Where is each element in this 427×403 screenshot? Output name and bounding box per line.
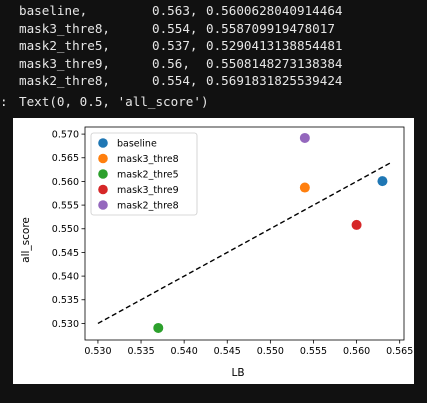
legend-label-baseline: baseline [117,138,157,149]
point-baseline [377,176,388,187]
y-axis-label: all_score [20,217,32,263]
scatter-figure: 0.530 0.535 0.540 0.545 0.550 0.555 0.560 0.565… [13,118,414,384]
point-mask2_thre5 [153,322,164,333]
y-tick-label: 0.540 [52,272,79,283]
legend-marker-mask2_thre8 [98,200,108,210]
y-tick-label: 0.545 [52,248,79,259]
point-mask3_thre9 [351,219,362,230]
x-tick-label: 0.565 [386,346,413,357]
console-row-score: 0.5290413138854481 [206,38,343,54]
x-axis-label: LB [231,367,244,379]
console-row-name: mask3_thre8, [19,20,110,36]
legend-marker-mask3_thre9 [98,184,108,195]
console-row-lb: 0.537, [152,38,198,54]
output-prompt: : [0,94,8,109]
legend-label-mask2_thre8: mask2_thre8 [117,200,179,211]
console-row-lb: 0.563, [152,3,198,18]
legend-marker-mask3_thre8 [98,153,108,164]
y-tick-label: 0.555 [52,201,79,212]
point-mask2_thre8 [299,132,310,143]
legend-label-mask2_thre5: mask2_thre5 [117,169,179,180]
axes-frame [84,126,405,341]
y-tick-label: 0.565 [52,153,79,164]
console-row-score: 0.5600628040914464 [206,3,343,18]
legend-box [90,132,198,216]
legend-marker-mask2_thre5 [98,169,108,179]
y-tick-label: 0.530 [52,319,79,330]
console-row-name: mask2_thre8, [19,73,110,89]
x-tick-label: 0.535 [127,346,154,357]
console-row-lb: 0.554, [152,73,198,89]
x-tick-label: 0.530 [84,346,111,357]
console-row-score: 0.5508148273138384 [206,55,343,71]
legend-label-mask3_thre9: mask3_thre9 [117,185,179,196]
y-tick-label: 0.570 [52,130,79,141]
x-tick-label: 0.545 [214,346,241,357]
x-tick-label: 0.550 [257,346,284,357]
console-row-name: mask3_thre9, [19,55,110,71]
y-tick-label: 0.550 [52,224,79,235]
point-mask3_thre8 [299,182,310,193]
x-tick-label: 0.560 [343,346,370,357]
x-tick-label: 0.540 [171,346,198,357]
y-tick-label: 0.535 [52,295,79,306]
console-row-score: 0.5691831825539424 [206,73,343,89]
legend-label-mask3_thre8: mask3_thre8 [117,154,179,165]
legend-marker-baseline [98,138,108,148]
console-row-score: 0.558709919478017 [206,20,335,36]
scatter-chart: 0.530 0.535 0.540 0.545 0.550 0.555 0.560 0.565… [20,126,413,379]
console-row-lb: 0.554, [152,20,198,36]
x-tick-label: 0.555 [300,346,327,357]
console-row-lb: 0.56, [152,55,190,71]
output-text: Text(0, 0.5, 'all_score') [19,94,209,109]
console-row-name: mask2_thre5, [19,38,110,54]
y-tick-label: 0.560 [52,177,79,188]
console-row-name: baseline, [19,3,88,18]
